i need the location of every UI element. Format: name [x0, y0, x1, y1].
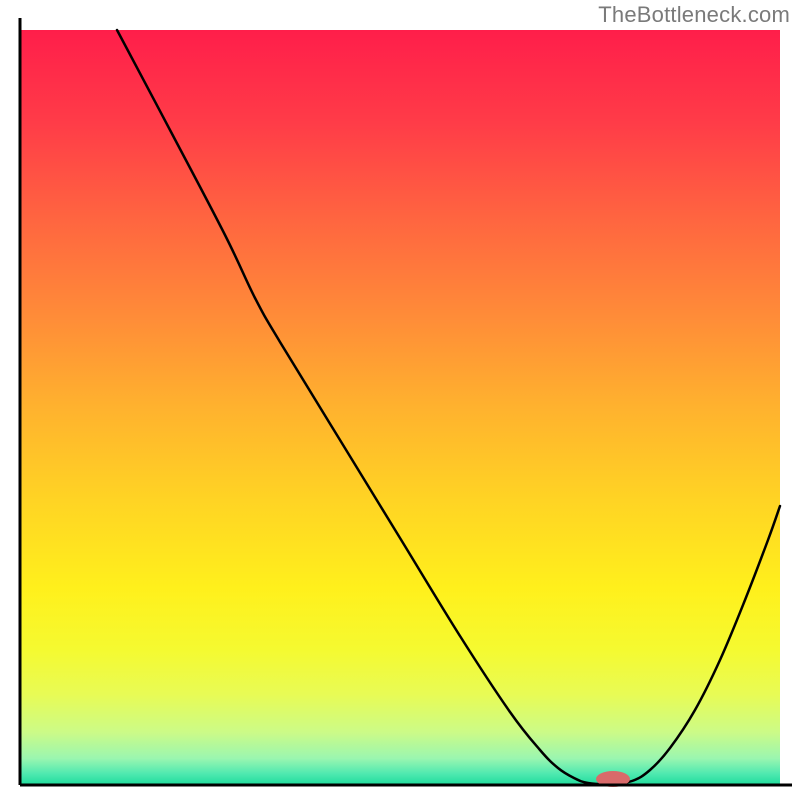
chart-container: TheBottleneck.com — [0, 0, 800, 800]
bottleneck-chart — [0, 0, 800, 800]
chart-gradient-background — [20, 30, 780, 785]
watermark-label: TheBottleneck.com — [598, 2, 790, 28]
